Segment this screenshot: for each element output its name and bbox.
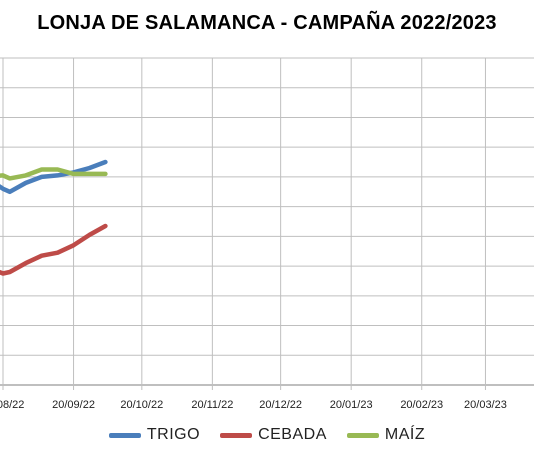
- series-line-maíz: [0, 167, 108, 181]
- x-tick-label: 20/12/22: [259, 399, 302, 411]
- chart-title: LONJA DE SALAMANCA - CAMPAÑA 2022/2023: [37, 12, 497, 34]
- legend-swatch: [220, 432, 253, 438]
- legend-swatch: [346, 432, 379, 438]
- legend-item: MAÍZ: [346, 426, 426, 444]
- series-line-trigo: [0, 159, 108, 195]
- x-tick-label: 20/08/22: [0, 399, 24, 411]
- x-tick-label: 20/10/22: [120, 399, 163, 411]
- x-tick-label: 20/03/23: [464, 399, 507, 411]
- legend-item: CEBADA: [220, 426, 327, 444]
- series-lines: [0, 159, 108, 276]
- series-line-cebada: [0, 223, 108, 276]
- legend: TRIGO CEBADA MAÍZ: [0, 426, 534, 444]
- x-tick-label: 20/02/23: [400, 399, 443, 411]
- x-tick-label: 20/01/23: [330, 399, 373, 411]
- legend-swatch: [108, 432, 141, 438]
- grid: [0, 57, 534, 390]
- legend-label: MAÍZ: [384, 426, 426, 443]
- x-tick-label: 20/09/22: [52, 399, 95, 411]
- x-tick-label: 20/11/22: [191, 399, 233, 411]
- legend-label: CEBADA: [258, 426, 327, 443]
- legend-label: TRIGO: [146, 426, 201, 443]
- x-tick-labels: 20/08/22 20/09/22 20/10/22 20/11/22 20/12/22…: [0, 399, 507, 411]
- legend-item: TRIGO: [108, 426, 201, 444]
